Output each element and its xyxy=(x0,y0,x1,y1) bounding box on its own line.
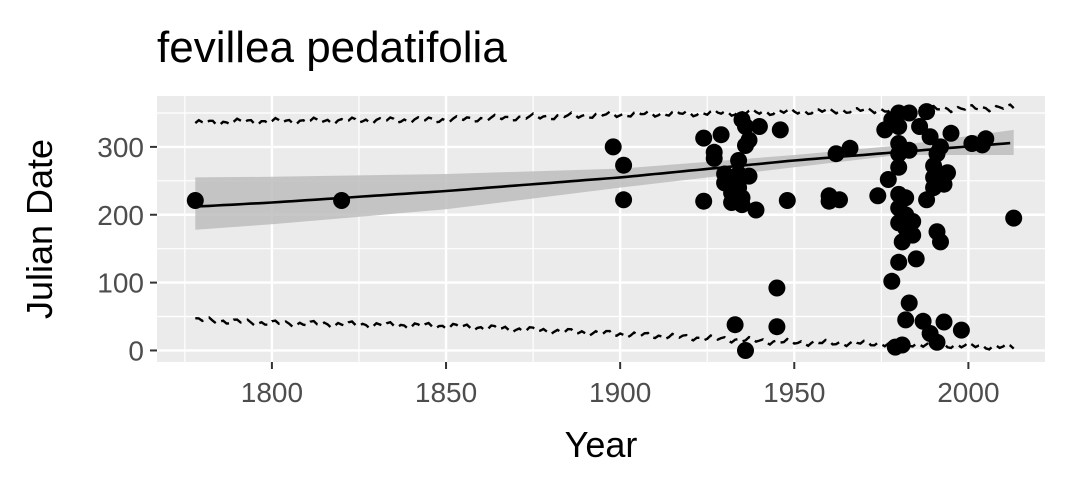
x-tick-label: 1900 xyxy=(589,377,651,408)
data-point xyxy=(904,213,922,230)
data-point xyxy=(750,118,768,135)
data-point xyxy=(897,311,915,329)
major-gridlines xyxy=(157,96,1045,362)
data-point xyxy=(879,171,897,188)
data-point xyxy=(890,118,908,135)
data-point xyxy=(911,118,929,135)
data-point xyxy=(900,294,918,312)
trend-line xyxy=(195,141,1011,208)
lower-dashed-line xyxy=(195,316,1015,351)
data-points xyxy=(186,103,1023,359)
y-tick-label: 0 xyxy=(128,335,144,366)
x-tick-label: 1800 xyxy=(241,377,303,408)
data-point xyxy=(737,342,754,359)
data-point xyxy=(740,131,758,149)
data-point xyxy=(768,318,786,336)
data-point xyxy=(890,158,908,176)
y-axis-title: Julian Date xyxy=(19,139,60,319)
data-point xyxy=(726,316,744,334)
x-axis-ticks: 1800 1850 1900 1950 2000 xyxy=(241,362,1000,408)
data-point xyxy=(1005,209,1023,227)
data-point xyxy=(918,103,936,121)
x-tick-label: 2000 xyxy=(937,377,999,408)
data-point xyxy=(771,121,789,139)
data-point xyxy=(841,139,859,157)
data-point xyxy=(890,253,908,271)
data-point xyxy=(615,156,633,174)
data-point xyxy=(907,250,925,268)
data-point xyxy=(952,321,970,339)
data-point xyxy=(977,130,995,148)
data-point xyxy=(604,138,622,156)
data-point xyxy=(893,336,911,354)
data-point xyxy=(939,164,956,182)
data-point xyxy=(740,167,758,185)
data-point xyxy=(333,192,351,209)
data-point xyxy=(921,128,939,146)
data-point xyxy=(827,145,845,163)
data-point xyxy=(897,189,915,207)
y-tick-label: 200 xyxy=(97,200,144,231)
data-point xyxy=(904,226,922,244)
quantile-dashed-lines xyxy=(194,103,1015,351)
x-tick-label: 1850 xyxy=(415,377,477,408)
data-point xyxy=(747,201,765,219)
y-tick-label: 100 xyxy=(97,268,144,299)
data-point xyxy=(869,187,887,205)
data-point xyxy=(831,191,848,209)
data-point xyxy=(705,149,723,167)
fit-line xyxy=(195,141,1011,208)
data-point xyxy=(695,192,713,210)
data-point xyxy=(737,118,754,135)
data-point xyxy=(712,126,730,144)
data-point xyxy=(935,313,953,331)
data-point xyxy=(186,192,204,209)
data-point xyxy=(883,272,901,290)
y-tick-label: 300 xyxy=(97,132,144,163)
upper-dashed-line xyxy=(194,103,1015,127)
data-point xyxy=(942,124,960,142)
chart-title: fevillea pedatifolia xyxy=(157,23,507,72)
data-point xyxy=(928,333,946,351)
data-point xyxy=(768,279,786,297)
x-tick-label: 1950 xyxy=(763,377,825,408)
data-point xyxy=(615,191,633,209)
data-point xyxy=(932,138,949,156)
data-point xyxy=(900,104,918,122)
data-point xyxy=(733,196,751,214)
x-axis-title: Year xyxy=(565,424,638,465)
data-point xyxy=(778,192,796,209)
data-point xyxy=(730,152,748,169)
data-point xyxy=(900,141,918,159)
data-point xyxy=(695,129,713,147)
y-axis-ticks: 0 100 200 300 xyxy=(97,132,157,366)
data-point xyxy=(932,233,949,251)
